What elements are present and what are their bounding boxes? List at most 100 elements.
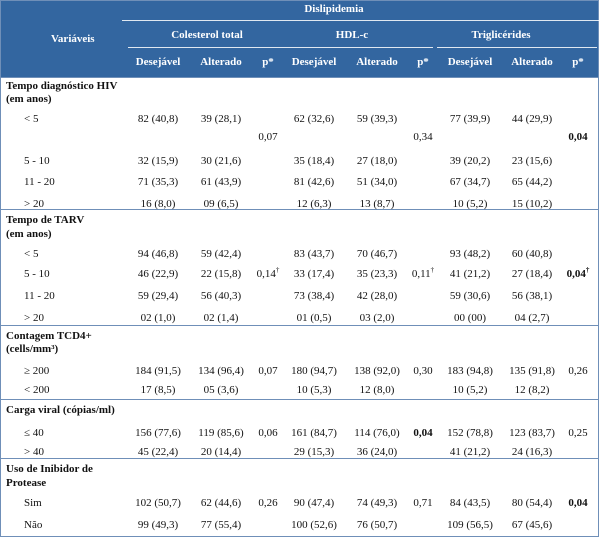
row-label: 5 - 10: [24, 155, 50, 167]
p-value: 0,04: [568, 131, 588, 143]
row-separator: [0, 458, 599, 459]
p-value: 0,26: [568, 365, 588, 377]
table-cell: 12 (8,2): [514, 384, 550, 396]
table-cell: 84 (43,5): [449, 497, 491, 509]
table-cell: 22 (15,8): [200, 268, 242, 280]
table-cell: 04 (2,7): [514, 312, 550, 324]
section-title: Contagem TCD4+: [6, 330, 92, 342]
table-cell: 59 (29,4): [137, 290, 179, 302]
header-col: Alterado: [511, 56, 553, 68]
table-cell: 10 (5,2): [452, 198, 488, 210]
table-cell: 16 (8,0): [140, 198, 176, 210]
table-cell: 67 (34,7): [449, 176, 491, 188]
p-value: 0,07: [258, 131, 278, 143]
table-cell: 152 (78,8): [447, 427, 493, 439]
section-title: (em anos): [6, 93, 52, 105]
table-cell: 183 (94,8): [447, 365, 493, 377]
table-cell: 44 (29,9): [511, 113, 553, 125]
table-cell: 24 (16,3): [511, 446, 553, 458]
table-cell: 39 (28,1): [200, 113, 242, 125]
table-cell: 67 (45,6): [511, 519, 553, 531]
p-value: 0,04†: [566, 266, 590, 280]
table-cell: 29 (15,3): [293, 446, 335, 458]
table-cell: 46 (22,9): [137, 268, 179, 280]
table-cell: 33 (17,4): [293, 268, 335, 280]
header-title: Dislipidemia: [304, 3, 364, 15]
table-cell: 09 (6,5): [203, 198, 239, 210]
section-title: Carga viral (cópias/ml): [6, 404, 115, 416]
header-rule: [437, 47, 597, 48]
table-cell: 13 (8,7): [359, 198, 395, 210]
row-label: < 5: [24, 113, 39, 125]
table-cell: 94 (46,8): [137, 248, 179, 260]
header-rule: [122, 20, 599, 21]
header-col: p*: [572, 56, 584, 68]
p-value: 0,71: [413, 497, 433, 509]
table-cell: 73 (38,4): [293, 290, 335, 302]
table-cell: 80 (54,4): [511, 497, 553, 509]
table-cell: 156 (77,6): [135, 427, 181, 439]
table-cell: 77 (39,9): [449, 113, 491, 125]
table-cell: 138 (92,0): [354, 365, 400, 377]
table-cell: 60 (40,8): [511, 248, 553, 260]
p-value: 0,07: [258, 365, 278, 377]
p-value: 0,14†: [256, 266, 280, 280]
dagger-mark: †: [275, 266, 280, 274]
table-cell: 62 (32,6): [293, 113, 335, 125]
table-cell: 184 (91,5): [135, 365, 181, 377]
table-cell: 02 (1,4): [203, 312, 239, 324]
table-cell: 83 (43,7): [293, 248, 335, 260]
row-label: ≥ 200: [24, 365, 50, 377]
table-cell: 41 (21,2): [449, 268, 491, 280]
table-cell: 36 (24,0): [356, 446, 398, 458]
table-cell: 12 (6,3): [296, 198, 332, 210]
header-group: HDL-c: [335, 29, 369, 41]
header-group: Colesterol total: [171, 29, 243, 41]
table-cell: 45 (22,4): [137, 446, 179, 458]
row-separator: [0, 209, 599, 210]
header-col: Desejável: [291, 56, 337, 68]
p-value: 0,25: [568, 427, 588, 439]
table-cell: 102 (50,7): [135, 497, 181, 509]
header-group: Triglicérides: [471, 29, 531, 41]
table-cell: 161 (84,7): [291, 427, 337, 439]
table-cell: 23 (15,6): [511, 155, 553, 167]
table-cell: 41 (21,2): [449, 446, 491, 458]
section-title: Tempo diagnóstico HIV: [6, 80, 118, 92]
section-title: Protease: [6, 477, 47, 489]
table-cell: 74 (49,3): [356, 497, 398, 509]
table-cell: 135 (91,8): [509, 365, 555, 377]
table-cell: 12 (8,0): [359, 384, 395, 396]
table-cell: 134 (96,4): [198, 365, 244, 377]
p-value: 0,06: [258, 427, 278, 439]
row-label: > 40: [24, 446, 44, 458]
table-cell: 119 (85,6): [198, 427, 244, 439]
table-cell: 15 (10,2): [511, 198, 553, 210]
table-cell: 109 (56,5): [447, 519, 493, 531]
table-cell: 32 (15,9): [137, 155, 179, 167]
table-cell: 59 (42,4): [200, 248, 242, 260]
table-cell: 10 (5,2): [452, 384, 488, 396]
table-cell: 00 (00): [453, 312, 487, 324]
table-cell: 56 (40,3): [200, 290, 242, 302]
table-cell: 81 (42,6): [293, 176, 335, 188]
table-cell: 03 (2,0): [359, 312, 395, 324]
row-separator: [0, 399, 599, 400]
row-separator: [0, 325, 599, 326]
row-label: 11 - 20: [24, 290, 55, 302]
table-cell: 62 (44,6): [200, 497, 242, 509]
row-separator: [0, 77, 599, 78]
table-cell: 51 (34,0): [356, 176, 398, 188]
table-cell: 27 (18,0): [356, 155, 398, 167]
table-cell: 180 (94,7): [291, 365, 337, 377]
p-value: 0,30: [413, 365, 433, 377]
table-header: [0, 0, 599, 77]
table-cell: 123 (83,7): [509, 427, 555, 439]
table-cell: 20 (14,4): [200, 446, 242, 458]
row-label: Não: [24, 519, 43, 531]
section-title: Uso de Inibidor de: [6, 463, 93, 475]
row-label: ≤ 40: [24, 427, 44, 439]
header-rule: [285, 47, 433, 48]
row-label: > 20: [24, 312, 44, 324]
table-cell: 114 (76,0): [354, 427, 400, 439]
